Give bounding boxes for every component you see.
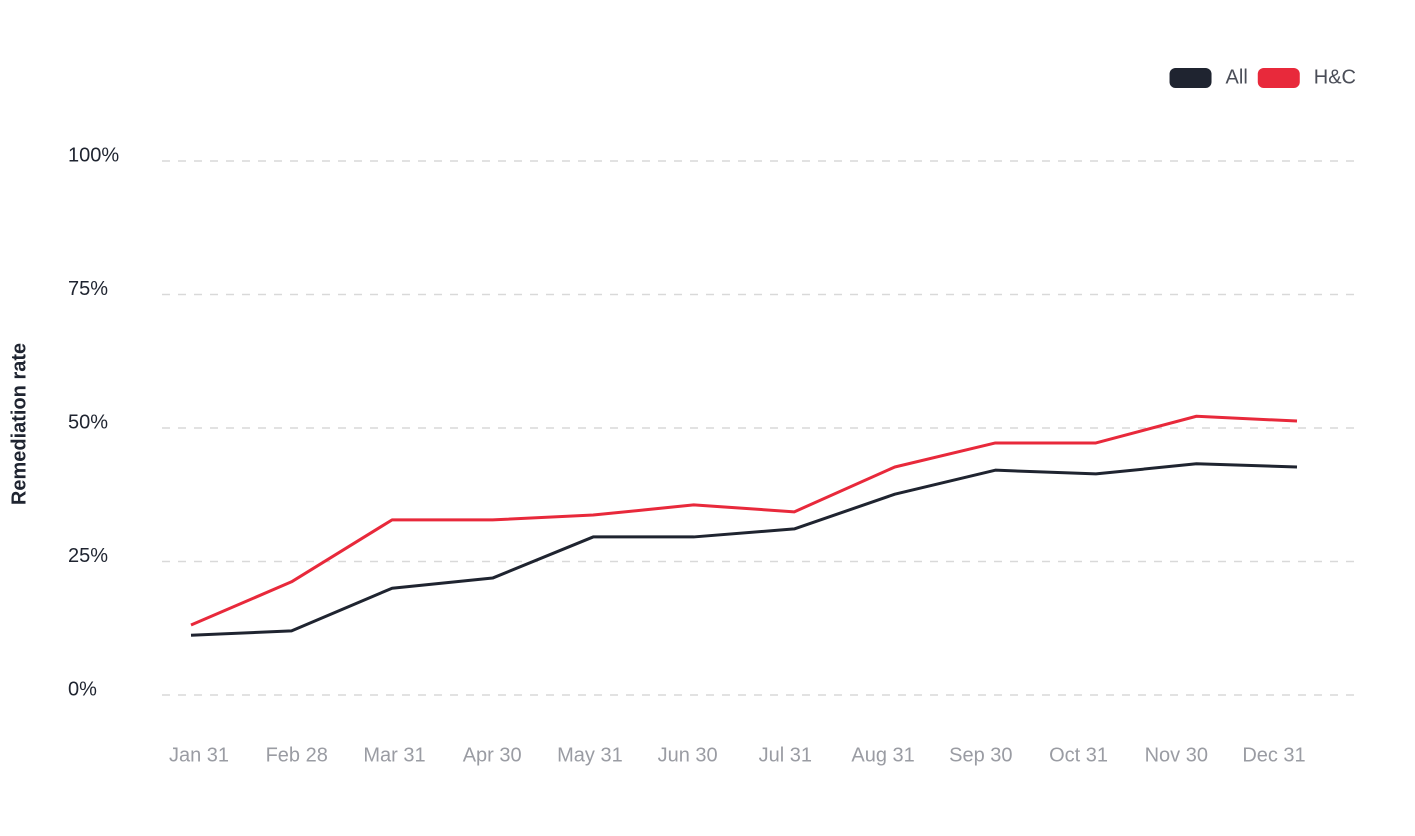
y-tick-label: 0% — [68, 678, 97, 700]
x-tick-label: Sep 30 — [949, 744, 1012, 766]
x-tick-label: Feb 28 — [266, 744, 328, 766]
x-tick-label: Dec 31 — [1242, 744, 1305, 766]
x-tick-label: Nov 30 — [1145, 744, 1208, 766]
y-tick-label: 50% — [68, 411, 108, 433]
x-tick-label: May 31 — [557, 744, 623, 766]
x-tick-label: Mar 31 — [363, 744, 425, 766]
y-axis-label: Remediation rate — [8, 343, 30, 505]
y-tick-label: 25% — [68, 545, 108, 567]
x-tick-label: Aug 31 — [851, 744, 914, 766]
line-series — [190, 414, 1298, 627]
y-tick-label: 100% — [68, 144, 119, 166]
y-tick-label: 75% — [68, 278, 108, 300]
legend-swatch — [1169, 68, 1212, 88]
legend-label: H&C — [1314, 66, 1356, 88]
x-tick-label: Jan 31 — [169, 744, 229, 766]
legend-swatch — [1257, 68, 1300, 88]
x-tick-label: Jun 30 — [658, 744, 718, 766]
x-tick-label: Jul 31 — [759, 744, 812, 766]
x-tick-label: Oct 31 — [1049, 744, 1108, 766]
legend-label: All — [1226, 66, 1248, 88]
x-tick-label: Apr 30 — [463, 744, 522, 766]
line-series — [190, 462, 1298, 637]
